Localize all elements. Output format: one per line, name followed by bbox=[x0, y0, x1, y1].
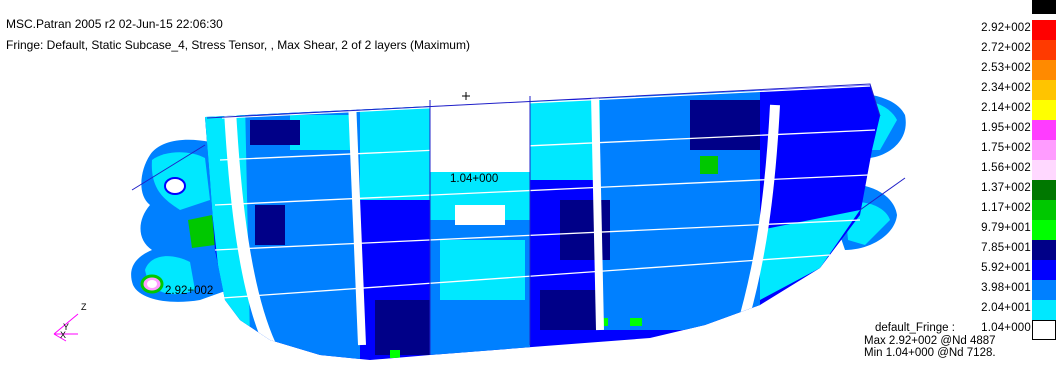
app-title: MSC.Patran 2005 r2 02-Jun-15 22:06:30 bbox=[6, 17, 223, 31]
legend-row: 1.75+002 bbox=[926, 140, 1057, 160]
legend-label: 1.37+002 bbox=[981, 182, 1031, 194]
axis-x-label: X bbox=[60, 330, 67, 340]
legend-swatch bbox=[1032, 320, 1056, 340]
legend-row: 2.53+002 bbox=[926, 60, 1057, 80]
legend-swatch bbox=[1032, 260, 1056, 280]
legend-label: 1.95+002 bbox=[981, 122, 1031, 134]
axis-z-label: Z bbox=[81, 302, 87, 312]
legend-row: 1.04+000 bbox=[926, 320, 1057, 340]
legend-row: 2.92+002 bbox=[926, 20, 1057, 40]
legend-row: 5.92+001 bbox=[926, 260, 1057, 280]
legend-swatch bbox=[1032, 100, 1056, 120]
fringe-description: Fringe: Default, Static Subcase_4, Stres… bbox=[6, 38, 470, 52]
legend-row: 2.34+002 bbox=[926, 80, 1057, 100]
legend-label: 1.75+002 bbox=[981, 142, 1031, 154]
legend-label: 2.34+002 bbox=[981, 82, 1031, 94]
legend-label: 1.17+002 bbox=[981, 202, 1031, 214]
legend-swatch bbox=[1032, 160, 1056, 180]
mesh-lines bbox=[214, 85, 876, 299]
legend-swatch bbox=[1032, 240, 1056, 260]
legend-label: 3.98+001 bbox=[981, 282, 1031, 294]
coordinate-triad bbox=[53, 313, 79, 342]
legend-label: 5.92+001 bbox=[981, 262, 1031, 274]
legend-label: 2.72+002 bbox=[981, 42, 1031, 54]
fringe-summary: default_Fringe : Max 2.92+002 @Nd 4887 M… bbox=[864, 322, 996, 360]
legend-row: 3.98+001 bbox=[926, 280, 1057, 300]
legend-swatch bbox=[1032, 0, 1056, 14]
legend-swatch bbox=[1032, 120, 1056, 140]
axis-y-label: Y bbox=[63, 322, 70, 332]
legend-label: 9.79+001 bbox=[981, 222, 1031, 234]
legend-swatch bbox=[1032, 140, 1056, 160]
legend-row: 1.95+002 bbox=[926, 120, 1057, 140]
legend-swatch bbox=[1032, 180, 1056, 200]
legend-label: 2.04+001 bbox=[981, 302, 1031, 314]
max-value-label: 2.92+002 bbox=[165, 285, 214, 297]
legend-swatch bbox=[1032, 220, 1056, 240]
legend-row: 2.72+002 bbox=[926, 40, 1057, 60]
legend-label: 7.85+001 bbox=[981, 242, 1031, 254]
legend-label: 2.92+002 bbox=[981, 22, 1031, 34]
legend-row: 7.85+001 bbox=[926, 240, 1057, 260]
fringe-min: Min 1.04+000 @Nd 7128. bbox=[864, 347, 996, 359]
legend-label: 1.04+000 bbox=[981, 322, 1031, 334]
mesh-marker bbox=[462, 92, 470, 100]
legend-row: 1.37+002 bbox=[926, 180, 1057, 200]
fringe-max: Max 2.92+002 @Nd 4887 bbox=[864, 334, 996, 347]
legend-label: 2.53+002 bbox=[981, 62, 1031, 74]
legend-label: 2.14+002 bbox=[981, 102, 1031, 114]
legend-row bbox=[926, 0, 1057, 14]
legend-swatch bbox=[1032, 200, 1056, 220]
legend-swatch bbox=[1032, 60, 1056, 80]
mesh-outline bbox=[131, 83, 906, 355]
left-lugs bbox=[131, 139, 228, 302]
legend-row: 9.79+001 bbox=[926, 220, 1057, 240]
legend-row: 1.17+002 bbox=[926, 200, 1057, 220]
min-value-label: 1.04+000 bbox=[450, 173, 499, 185]
legend-row: 2.04+001 bbox=[926, 300, 1057, 320]
legend-swatch bbox=[1032, 300, 1056, 320]
legend-swatch bbox=[1032, 80, 1056, 100]
legend-row: 1.56+002 bbox=[926, 160, 1057, 180]
viewport-header: MSC.Patran 2005 r2 02-Jun-15 22:06:30 Fr… bbox=[6, 14, 470, 56]
legend-swatch bbox=[1032, 280, 1056, 300]
legend-swatch bbox=[1032, 20, 1056, 40]
fringe-summary-title: default_Fringe : bbox=[875, 322, 955, 334]
legend-label: 1.56+002 bbox=[981, 162, 1031, 174]
legend-row: 2.14+002 bbox=[926, 100, 1057, 120]
legend-swatch bbox=[1032, 40, 1056, 60]
